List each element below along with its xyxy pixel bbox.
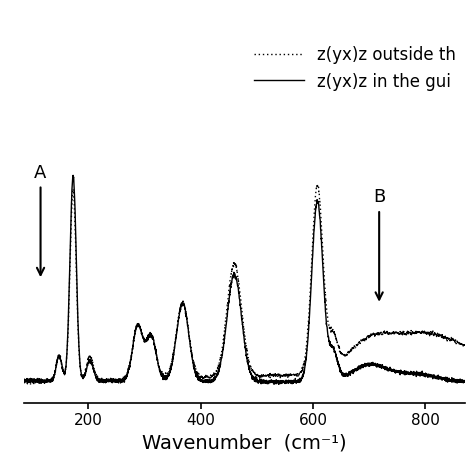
z(yx)z outside th xyxy=(27,382,33,388)
z(yx)z in the gui xyxy=(98,376,103,382)
z(yx)z in the gui xyxy=(276,382,282,387)
z(yx)z outside th xyxy=(98,376,103,382)
X-axis label: Wavenumber  (cm⁻¹): Wavenumber (cm⁻¹) xyxy=(142,434,346,453)
z(yx)z outside th xyxy=(453,341,459,346)
Line: z(yx)z outside th: z(yx)z outside th xyxy=(24,184,465,385)
z(yx)z in the gui xyxy=(70,173,76,178)
z(yx)z outside th xyxy=(462,341,467,347)
z(yx)z outside th xyxy=(21,378,27,383)
z(yx)z outside th xyxy=(190,357,196,363)
z(yx)z outside th xyxy=(209,371,215,377)
z(yx)z in the gui xyxy=(209,377,215,383)
Legend: z(yx)z outside th, z(yx)z in the gui: z(yx)z outside th, z(yx)z in the gui xyxy=(254,46,456,91)
z(yx)z in the gui xyxy=(21,376,27,382)
z(yx)z outside th xyxy=(406,328,411,334)
z(yx)z in the gui xyxy=(190,359,196,365)
Line: z(yx)z in the gui: z(yx)z in the gui xyxy=(24,175,465,384)
Text: B: B xyxy=(373,188,385,300)
z(yx)z in the gui xyxy=(406,371,411,377)
z(yx)z in the gui xyxy=(71,184,77,190)
Text: A: A xyxy=(34,164,47,275)
z(yx)z in the gui xyxy=(462,378,467,384)
z(yx)z in the gui xyxy=(453,378,459,383)
z(yx)z outside th xyxy=(314,182,320,187)
z(yx)z outside th xyxy=(71,197,77,202)
